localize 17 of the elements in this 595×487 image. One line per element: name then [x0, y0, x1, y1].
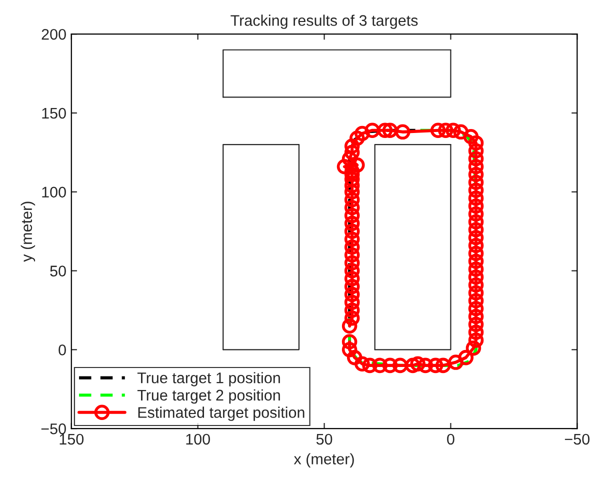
y-tick-label: −50 — [41, 423, 66, 434]
chart-title: Tracking results of 3 targets — [230, 14, 418, 29]
legend-label: True target 1 position — [137, 372, 280, 386]
x-tick-label: −50 — [564, 434, 590, 445]
y-tick-label: 100 — [42, 186, 66, 198]
legend-label: Estimated target position — [138, 406, 304, 421]
x-axis-title: x (meter) — [294, 453, 354, 468]
y-tick-label: 0 — [58, 344, 66, 356]
y-axis-title: y (meter) — [20, 202, 36, 262]
legend-label: True target 2 position — [137, 389, 280, 404]
x-tick-label: 100 — [186, 434, 210, 445]
x-tick-label: 50 — [316, 434, 332, 445]
y-tick-label: 50 — [50, 266, 66, 276]
x-tick-label: 0 — [447, 434, 454, 445]
x-tick-label: 150 — [60, 434, 84, 445]
y-tick-label: 150 — [42, 108, 66, 119]
y-tick-label: 200 — [42, 28, 66, 40]
